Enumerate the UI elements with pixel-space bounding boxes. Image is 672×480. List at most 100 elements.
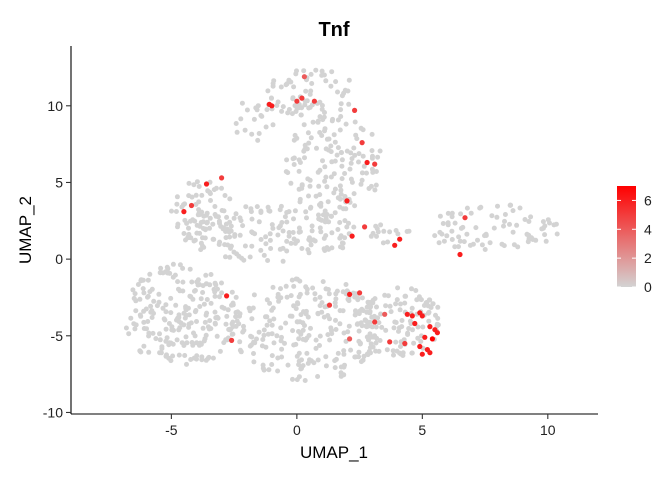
background-point [149,308,155,314]
background-point [265,331,271,337]
background-point [203,332,209,338]
background-point [223,235,229,241]
background-point [157,337,163,343]
colorbar [617,186,636,287]
background-point [359,170,365,176]
y-axis-ticks: -10 -5 0 5 10 [43,98,71,420]
background-point [194,319,199,324]
background-point [274,103,280,108]
expressing-point [382,311,388,317]
background-point [217,348,223,354]
background-point [175,224,180,230]
background-point [280,245,286,251]
background-point [223,221,229,227]
background-point [323,363,329,369]
background-point [346,101,352,107]
expressing-point [359,140,365,146]
background-point [317,225,323,231]
background-point [200,325,206,331]
background-point [248,206,254,212]
background-point [340,308,346,314]
background-point [370,153,375,159]
x-axis-ticks: -5 0 5 10 [165,414,556,438]
background-point [154,303,160,309]
background-point [204,297,210,302]
background-point [288,293,294,299]
background-point [316,183,322,189]
background-point [385,293,391,299]
background-point [320,158,325,164]
background-point [175,279,181,285]
background-point [309,223,315,229]
background-point [356,159,361,165]
background-point [298,112,304,118]
background-point [319,300,325,306]
background-point [284,81,290,87]
expressing-point [372,319,378,325]
expressing-point [301,74,307,80]
background-point [388,309,394,315]
background-point [186,231,192,237]
background-point [192,237,198,243]
background-point [355,321,361,327]
background-point [406,326,412,331]
background-point [306,140,312,146]
background-point [177,262,183,268]
background-point [301,68,307,74]
background-point [332,365,338,371]
background-point [215,214,221,220]
background-point [393,301,399,307]
background-point [283,320,289,326]
background-point [283,283,289,289]
background-point [539,226,545,232]
background-point [370,300,376,306]
background-point [293,341,299,347]
background-point [343,121,349,127]
expressing-point [412,320,418,327]
background-point [533,237,539,243]
background-point [159,344,165,350]
background-point [233,323,239,329]
expressing-point [364,159,370,166]
background-point [495,203,500,209]
background-point [163,302,169,308]
expressing-point [419,351,425,357]
background-point [437,213,443,219]
background-point [201,301,207,307]
expressing-point [347,291,353,297]
background-point [291,216,296,222]
background-point [341,351,347,357]
background-point [255,137,261,143]
background-point [402,300,408,306]
background-point [174,201,180,207]
background-point [158,350,164,356]
background-point [302,102,308,108]
background-point [507,221,512,227]
background-point [335,89,340,95]
background-point [482,247,488,252]
background-point [382,292,388,298]
background-point [383,327,389,333]
background-point [177,325,183,331]
background-point [232,233,238,239]
background-point [315,169,321,175]
background-point [415,335,421,341]
background-point [263,234,269,240]
background-point [263,241,269,247]
background-point [409,286,414,292]
background-point [322,110,327,115]
background-point [296,358,302,364]
background-point [391,352,396,358]
background-point [265,88,271,94]
background-point [330,116,336,122]
background-point [331,132,337,138]
background-point [395,231,401,237]
background-point [126,331,132,337]
background-point [166,342,172,348]
background-point [173,302,179,308]
background-point [279,108,285,114]
background-point [340,206,346,212]
background-point [177,288,183,294]
y-tick-label: -10 [43,404,63,420]
background-point [369,166,375,172]
